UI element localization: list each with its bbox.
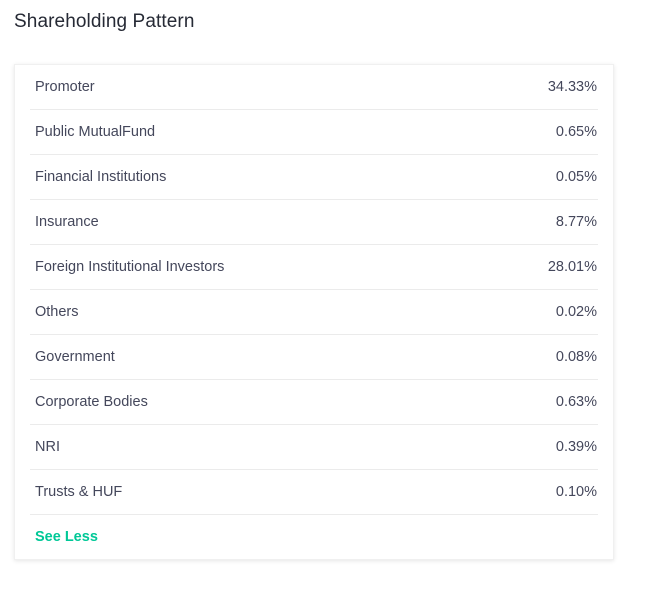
list-item-financial-institutions: Financial Institutions 0.05% (30, 155, 598, 200)
row-value: 28.01% (547, 259, 597, 275)
row-value: 0.63% (555, 394, 597, 410)
row-value: 34.33% (547, 79, 597, 95)
row-label: Public MutualFund (35, 124, 156, 140)
list-item-trusts-huf: Trusts & HUF 0.10% (30, 470, 598, 515)
row-label: NRI (35, 439, 60, 455)
row-label: Financial Institutions (35, 169, 167, 185)
row-value: 0.39% (555, 439, 597, 455)
row-value: 0.10% (555, 484, 597, 500)
list-item-insurance: Insurance 8.77% (30, 200, 598, 245)
row-label: Corporate Bodies (35, 394, 148, 410)
section-title: Shareholding Pattern (14, 11, 195, 32)
list-item-foreign-institutional-investors: Foreign Institutional Investors 28.01% (30, 245, 598, 290)
list-item-nri: NRI 0.39% (30, 425, 598, 470)
row-value: 0.65% (555, 124, 597, 140)
list-item-government: Government 0.08% (30, 335, 598, 380)
list-item-corporate-bodies: Corporate Bodies 0.63% (30, 380, 598, 425)
row-label: Government (35, 349, 115, 365)
row-label: Others (35, 304, 79, 320)
row-value: 0.02% (555, 304, 597, 320)
row-value: 0.05% (555, 169, 597, 185)
row-label: Foreign Institutional Investors (35, 259, 225, 275)
row-value: 0.08% (555, 349, 597, 365)
row-label: Trusts & HUF (35, 484, 123, 500)
see-less-button[interactable]: See Less (35, 528, 98, 545)
list-item-promoter: Promoter 34.33% (30, 65, 598, 110)
list-item-public-mutualfund: Public MutualFund 0.65% (30, 110, 598, 155)
row-label: Promoter (35, 79, 95, 95)
shareholding-card: Promoter 34.33% Public MutualFund 0.65% … (14, 64, 614, 560)
list-item-others: Others 0.02% (30, 290, 598, 335)
row-value: 8.77% (555, 214, 597, 230)
row-label: Insurance (35, 214, 99, 230)
shareholding-list: Promoter 34.33% Public MutualFund 0.65% … (30, 65, 598, 515)
